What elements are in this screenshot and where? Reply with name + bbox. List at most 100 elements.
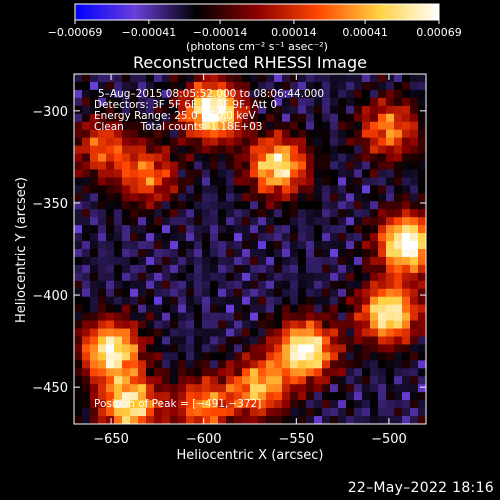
heatmap-cell	[178, 408, 187, 417]
heatmap-cell	[282, 193, 291, 202]
heatmap-cell	[362, 256, 371, 266]
heatmap-cell	[82, 256, 91, 266]
heatmap-cell	[282, 312, 291, 321]
heatmap-cell	[314, 241, 323, 250]
heatmap-cell	[186, 177, 195, 186]
heatmap-cell	[210, 209, 219, 218]
heatmap-cell	[250, 384, 259, 393]
heatmap-cell	[258, 392, 267, 401]
heatmap-cell	[370, 217, 379, 226]
heatmap-cell	[90, 81, 99, 91]
heatmap-cell	[146, 74, 155, 83]
heatmap-cell	[146, 344, 155, 353]
heatmap-cell	[250, 304, 259, 314]
heatmap-cell	[234, 129, 243, 139]
heatmap-cell	[242, 241, 251, 250]
annotation-energy-range: Energy Range: 25.0 – 50.0 keV	[94, 110, 256, 122]
heatmap-cell	[162, 400, 171, 409]
heatmap-cell	[82, 416, 91, 425]
heatmap-cell	[410, 89, 419, 99]
heatmap-cell	[330, 296, 339, 306]
heatmap-cell	[242, 201, 251, 210]
heatmap-cell	[282, 121, 291, 131]
heatmap-cell	[210, 161, 219, 170]
heatmap-cell	[98, 177, 107, 186]
heatmap-cell	[266, 193, 275, 202]
heatmap-cell	[202, 400, 211, 409]
heatmap-cell	[266, 74, 275, 83]
heatmap-cell	[114, 209, 123, 218]
heatmap-cell	[170, 121, 179, 131]
heatmap-cell	[386, 408, 395, 417]
heatmap-cell	[218, 249, 227, 258]
heatmap-cell	[98, 249, 107, 258]
heatmap-cell	[402, 400, 411, 409]
heatmap-cell	[290, 217, 299, 226]
heatmap-cell	[74, 408, 83, 417]
heatmap-cell	[282, 137, 291, 146]
heatmap-cell	[378, 336, 387, 345]
heatmap-cell	[298, 376, 307, 385]
heatmap-cell	[178, 89, 187, 99]
heatmap-cell	[130, 145, 139, 154]
heatmap-cell	[106, 320, 115, 329]
heatmap-cell	[154, 145, 163, 154]
heatmap-cell	[122, 137, 131, 146]
heatmap-cell	[162, 81, 171, 91]
heatmap-cell	[98, 352, 107, 361]
heatmap-cell	[282, 201, 291, 210]
heatmap-cell	[146, 392, 155, 401]
heatmap-cell	[274, 185, 283, 194]
heatmap-cell	[186, 137, 195, 146]
heatmap-cell	[154, 312, 163, 321]
heatmap-cell	[418, 384, 427, 393]
heatmap-cell	[226, 408, 235, 417]
heatmap-cell	[130, 233, 139, 242]
heatmap-cell	[154, 368, 163, 377]
heatmap-cell	[242, 312, 251, 321]
heatmap-cell	[370, 400, 379, 409]
heatmap-cell	[146, 193, 155, 202]
heatmap-cell	[178, 233, 187, 242]
heatmap-cell	[170, 241, 179, 250]
heatmap-cell	[258, 74, 267, 83]
heatmap-cell	[122, 376, 131, 385]
heatmap-cell	[74, 360, 83, 369]
heatmap-cell	[410, 129, 419, 139]
heatmap-cell	[266, 360, 275, 369]
heatmap-cell	[210, 113, 219, 123]
heatmap-cell	[370, 169, 379, 178]
heatmap-cell	[162, 320, 171, 329]
heatmap-cell	[234, 185, 243, 194]
heatmap-cell	[306, 241, 315, 250]
heatmap-cell	[234, 352, 243, 361]
heatmap-cell	[394, 105, 403, 115]
heatmap-cell	[378, 193, 387, 202]
heatmap-cell	[218, 304, 227, 314]
heatmap-cell	[418, 368, 427, 377]
heatmap-cell	[178, 153, 187, 162]
heatmap-cell	[394, 233, 403, 242]
heatmap-cell	[362, 408, 371, 417]
heatmap-cell	[74, 296, 83, 306]
heatmap-cell	[258, 408, 267, 417]
y-tick-label: −400	[32, 289, 68, 304]
heatmap-cell	[290, 145, 299, 154]
heatmap-cell	[306, 97, 315, 107]
heatmap-cell	[202, 384, 211, 393]
heatmap-cell	[114, 145, 123, 154]
heatmap-cell	[130, 153, 139, 162]
heatmap-cell	[74, 89, 83, 99]
heatmap-cell	[74, 185, 83, 194]
heatmap-cell	[346, 272, 355, 282]
heatmap-cell	[306, 177, 315, 186]
heatmap-cell	[346, 97, 355, 107]
heatmap-cell	[394, 89, 403, 99]
heatmap-cell	[330, 225, 339, 234]
heatmap-cell	[306, 105, 315, 115]
heatmap-cell	[250, 416, 259, 425]
heatmap-cell	[106, 280, 115, 290]
heatmap-cell	[98, 304, 107, 314]
heatmap-cell	[314, 400, 323, 409]
heatmap-cell	[266, 312, 275, 321]
